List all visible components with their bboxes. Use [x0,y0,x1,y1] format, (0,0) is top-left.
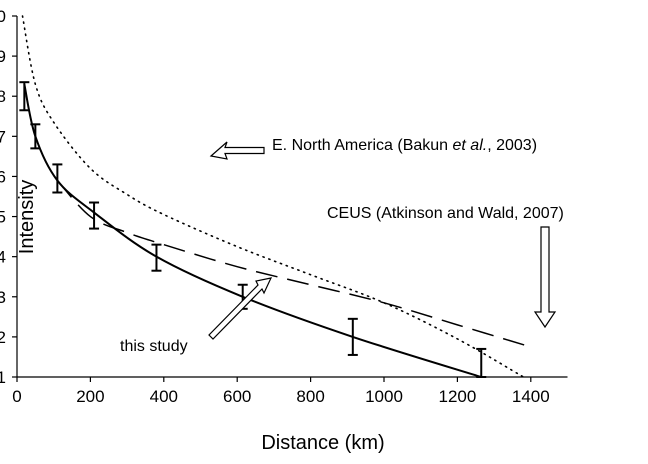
y-tick-label: 6 [0,167,6,186]
y-tick-group: 1 2 3 4 5 6 7 8 9 10 [0,7,17,387]
y-tick-label: 1 [0,368,6,387]
y-tick-label: 9 [0,47,6,66]
arrow-this-study-icon [208,277,273,340]
x-tick-label: 1400 [512,387,550,406]
y-tick-label: 10 [0,7,6,26]
y-axis-title: Intensity [16,180,38,254]
x-axis-title: Distance (km) [261,432,384,454]
axes [16,16,568,378]
annotation-bakun-part2: , 2003) [487,137,537,154]
x-tick-label: 400 [150,387,178,406]
y-tick-label: 5 [0,208,6,227]
y-tick-label: 4 [0,248,6,267]
x-tick-label: 800 [296,387,324,406]
series-line-2 [21,15,525,378]
arrow-bakun-icon [209,141,265,160]
annotation-this-study: this study [120,338,188,355]
x-tick-group: 0 200 400 600 800 1000 1200 1400 [12,377,550,406]
y-tick-label: 3 [0,288,6,307]
annotation-bakun-italic: et al. [453,137,488,154]
y-tick-label: 2 [0,328,6,347]
error-bar-group [19,81,487,378]
series-line-1 [56,179,532,348]
annotation-ceus: CEUS (Atkinson and Wald, 2007) [327,205,564,222]
arrow-ceus-icon [533,226,557,329]
x-tick-label: 600 [223,387,251,406]
x-tick-label: 200 [76,387,104,406]
annotation-bakun-part1: E. North America (Bakun [272,137,453,154]
annotation-bakun: E. North America (Bakun et al., 2003) [272,137,537,154]
y-tick-label: 7 [0,127,6,146]
y-tick-label: 8 [0,87,6,106]
x-tick-label: 1000 [365,387,403,406]
x-tick-label: 0 [12,387,21,406]
x-tick-label: 1200 [438,387,476,406]
series-line-0 [23,83,482,378]
series-group [21,15,532,378]
